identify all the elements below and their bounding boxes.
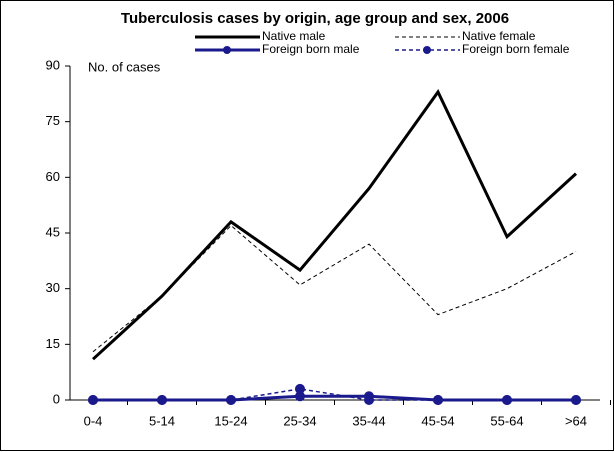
y-tick-label: 90	[46, 57, 60, 72]
point	[433, 395, 443, 405]
x-tick-label: 55-64	[490, 413, 523, 428]
y-tick-label: 0	[53, 391, 60, 406]
y-tick-label: 30	[46, 280, 60, 295]
legend-label: Foreign born female	[462, 42, 570, 56]
point	[571, 395, 581, 405]
point	[88, 395, 98, 405]
legend-marker	[423, 46, 431, 54]
legend-label: Foreign born male	[262, 42, 360, 56]
x-tick-label: 25-34	[283, 413, 316, 428]
point	[295, 383, 305, 394]
y-axis-label: No. of cases	[88, 59, 161, 74]
point	[295, 391, 305, 402]
y-tick-label: 60	[46, 169, 60, 184]
point	[226, 395, 236, 405]
x-tick-label: 5-14	[149, 413, 175, 428]
x-tick-label: 35-44	[352, 413, 385, 428]
legend-marker	[223, 46, 231, 54]
point	[157, 395, 167, 405]
y-tick-label: 15	[46, 336, 60, 351]
point	[364, 395, 374, 405]
point	[502, 395, 512, 405]
chart-title: Tuberculosis cases by origin, age group …	[121, 10, 509, 27]
x-tick-label: 15-24	[214, 413, 247, 428]
series-line	[93, 388, 576, 401]
y-tick-label: 45	[46, 224, 60, 239]
x-tick-label: 0-4	[84, 413, 103, 428]
x-tick-label: 45-54	[421, 413, 454, 428]
legend-label: Native male	[262, 29, 326, 43]
series-line	[92, 224, 577, 353]
y-tick-label: 75	[46, 113, 60, 128]
x-tick-label: >64	[565, 413, 587, 428]
legend-label: Native female	[462, 29, 536, 43]
